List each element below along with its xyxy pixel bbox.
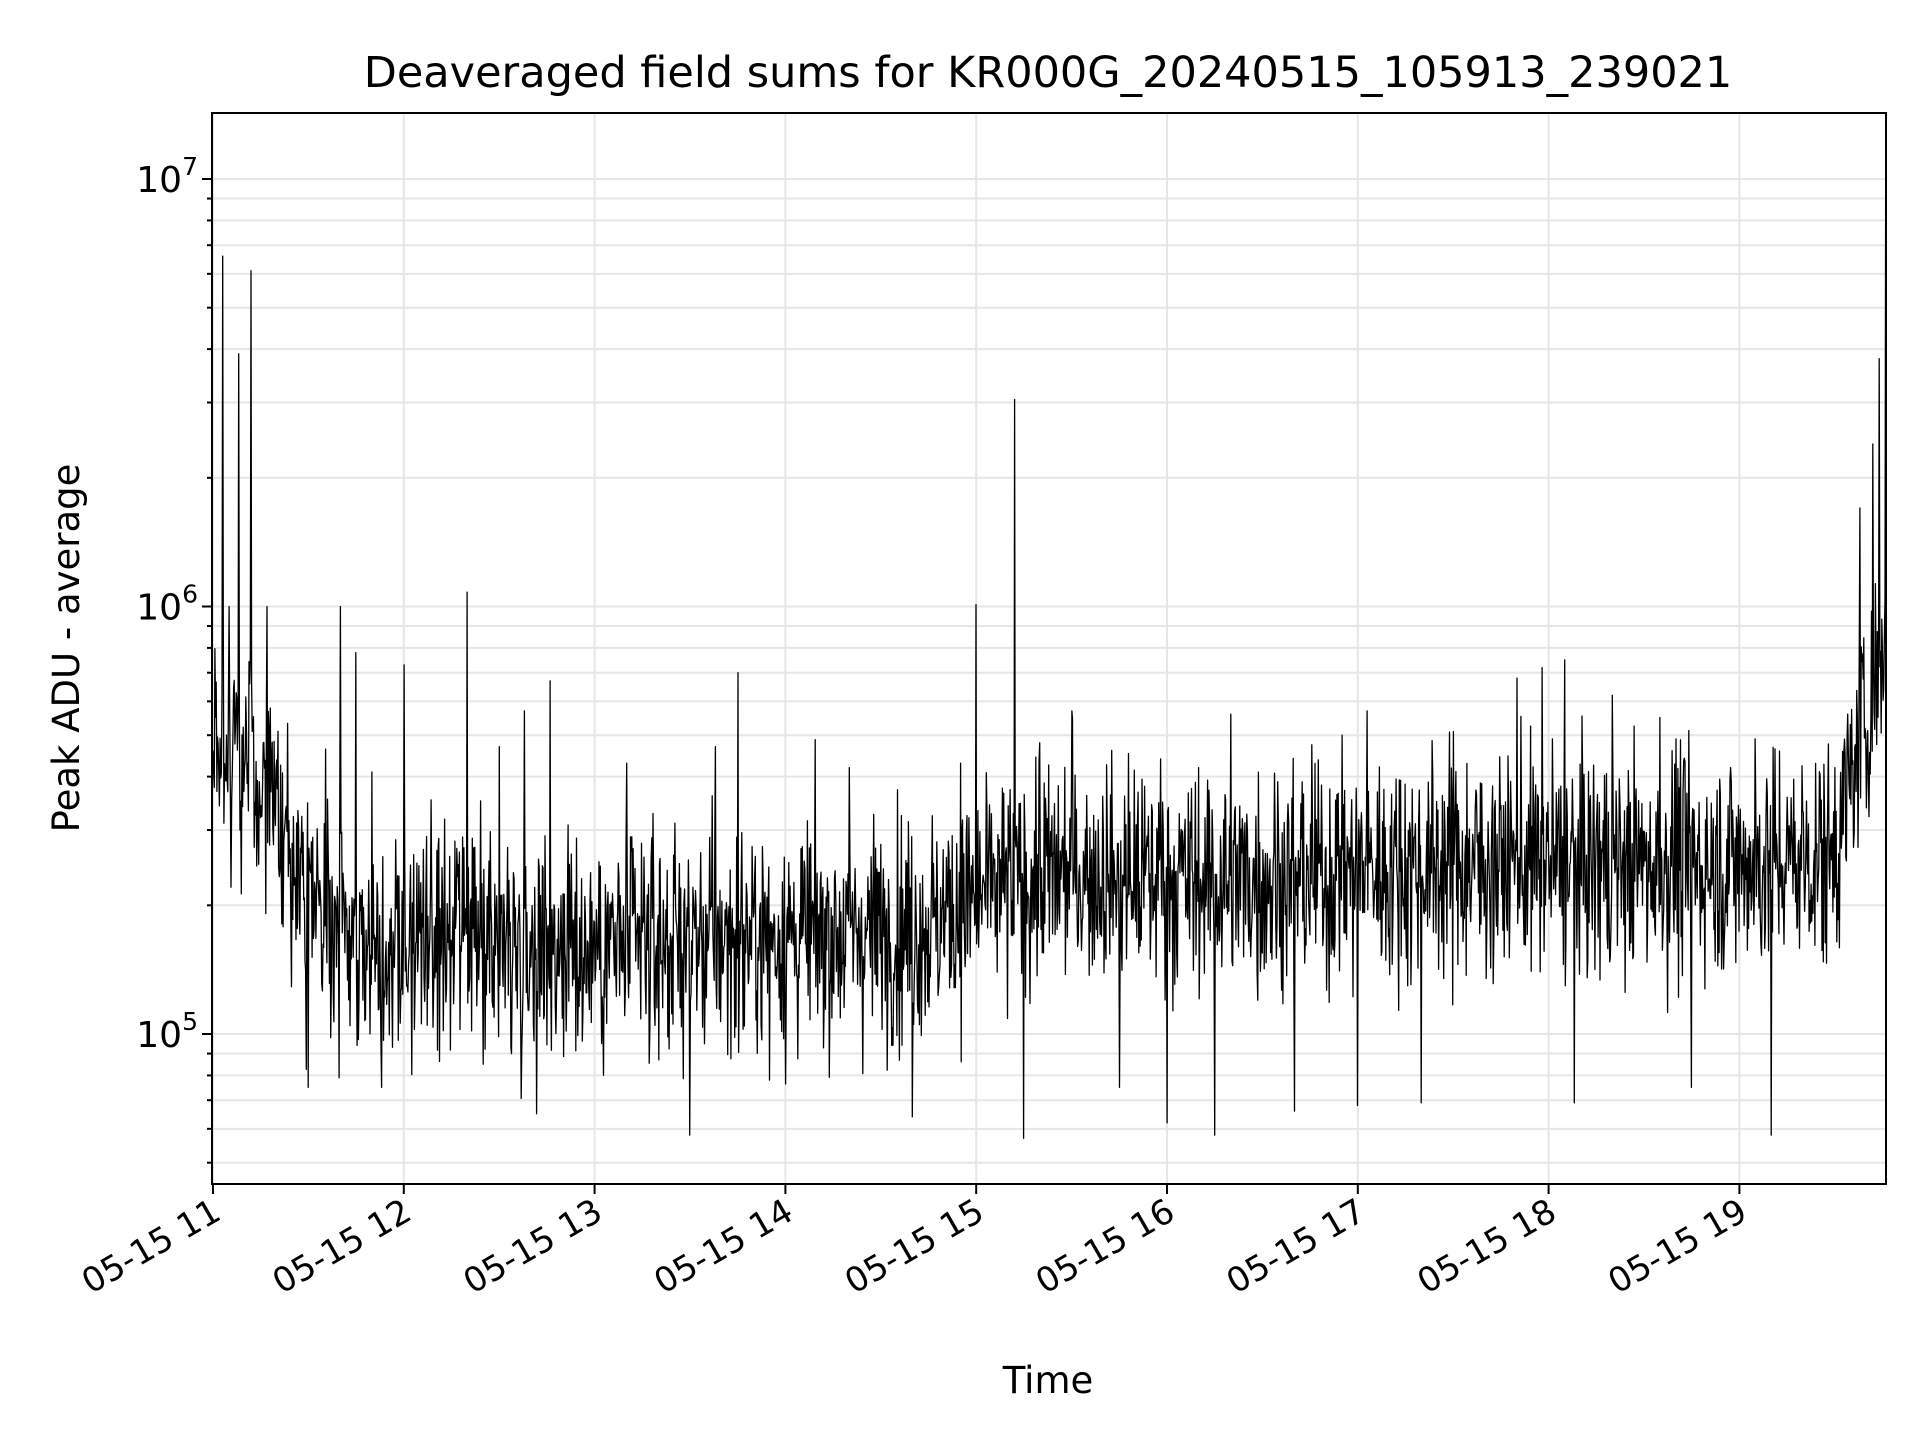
y-tick-label: 107 [136,152,198,201]
series-group [212,161,1887,1140]
grid [212,113,1886,1184]
y-tick-label: 105 [136,1007,198,1056]
y-tick-label: 106 [136,580,198,629]
y-axis-label: Peak ADU - average [45,464,88,833]
y-axis: 105 106 107 [136,152,212,1164]
chart-title: Deaveraged field sums for KR000G_2024051… [364,48,1733,98]
series-line [212,161,1887,1140]
x-axis-label: Time [1002,1359,1094,1402]
